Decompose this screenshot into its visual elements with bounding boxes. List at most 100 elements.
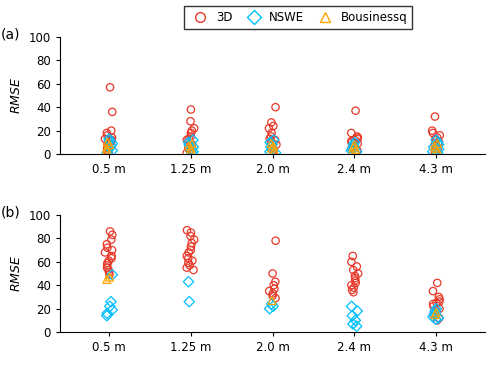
Point bbox=[353, 263, 361, 269]
Point bbox=[352, 280, 360, 286]
Point bbox=[430, 143, 438, 149]
Point bbox=[107, 143, 115, 149]
Point bbox=[186, 148, 194, 154]
Point bbox=[432, 316, 440, 322]
Point bbox=[352, 108, 360, 114]
Point bbox=[348, 138, 356, 144]
Point bbox=[354, 270, 362, 276]
Point bbox=[350, 142, 358, 148]
Point bbox=[434, 141, 442, 146]
Point bbox=[432, 137, 440, 143]
Point bbox=[272, 104, 280, 110]
Point bbox=[186, 118, 194, 124]
Point bbox=[436, 132, 444, 138]
Point bbox=[267, 134, 275, 139]
Point bbox=[430, 311, 438, 317]
Point bbox=[108, 128, 116, 134]
Point bbox=[267, 141, 275, 146]
Point bbox=[269, 145, 277, 151]
Point bbox=[108, 137, 116, 143]
Point bbox=[108, 135, 116, 141]
Point bbox=[104, 132, 112, 138]
Point bbox=[104, 260, 112, 266]
Point bbox=[348, 313, 356, 319]
Text: (a): (a) bbox=[0, 28, 20, 42]
Point bbox=[348, 145, 356, 151]
Point bbox=[104, 150, 112, 156]
Point bbox=[108, 272, 116, 277]
Point bbox=[431, 114, 439, 120]
Point bbox=[184, 145, 192, 151]
Point bbox=[432, 309, 440, 315]
Point bbox=[108, 141, 116, 146]
Point bbox=[350, 289, 358, 295]
Point bbox=[189, 149, 197, 155]
Point bbox=[188, 150, 196, 156]
Point bbox=[432, 300, 440, 306]
Point bbox=[348, 259, 356, 265]
Point bbox=[354, 308, 362, 314]
Point bbox=[352, 323, 360, 329]
Point bbox=[431, 311, 439, 317]
Point bbox=[430, 144, 438, 150]
Point bbox=[187, 107, 195, 113]
Point bbox=[433, 317, 441, 323]
Point bbox=[184, 279, 192, 284]
Point bbox=[103, 241, 111, 247]
Point bbox=[267, 144, 275, 150]
Point bbox=[431, 308, 439, 314]
Point bbox=[268, 301, 276, 307]
Point bbox=[190, 144, 198, 150]
Point bbox=[103, 310, 111, 316]
Point bbox=[428, 149, 436, 155]
Point bbox=[434, 142, 442, 148]
Point bbox=[270, 150, 278, 156]
Point bbox=[272, 142, 280, 148]
Point bbox=[106, 85, 114, 90]
Point bbox=[108, 109, 116, 115]
Point bbox=[272, 295, 280, 301]
Point bbox=[270, 123, 278, 129]
Point bbox=[106, 272, 114, 277]
Point bbox=[352, 317, 360, 323]
Point bbox=[348, 139, 356, 145]
Point bbox=[101, 136, 109, 142]
Point bbox=[104, 139, 112, 145]
Point bbox=[434, 139, 442, 145]
Point bbox=[354, 135, 362, 141]
Point bbox=[106, 142, 114, 148]
Point bbox=[103, 148, 111, 154]
Point bbox=[107, 299, 115, 304]
Point bbox=[272, 150, 280, 156]
Point bbox=[434, 148, 442, 154]
Point bbox=[188, 240, 196, 246]
Point bbox=[108, 232, 116, 238]
Point bbox=[268, 293, 276, 299]
Point bbox=[105, 269, 113, 275]
Point bbox=[185, 299, 193, 304]
Point bbox=[352, 150, 360, 156]
Point bbox=[348, 303, 356, 309]
Point bbox=[270, 148, 278, 154]
Point bbox=[428, 128, 436, 134]
Point bbox=[434, 280, 442, 286]
Point bbox=[271, 137, 279, 143]
Point bbox=[182, 150, 190, 156]
Point bbox=[354, 148, 362, 154]
Point bbox=[104, 142, 112, 148]
Y-axis label: $\it{RMSE}$: $\it{RMSE}$ bbox=[10, 255, 23, 292]
Point bbox=[108, 247, 116, 253]
Point bbox=[434, 146, 442, 152]
Point bbox=[351, 273, 359, 279]
Point bbox=[348, 149, 356, 155]
Point bbox=[103, 265, 111, 270]
Point bbox=[103, 148, 111, 154]
Point bbox=[434, 315, 442, 321]
Point bbox=[188, 258, 196, 263]
Point bbox=[108, 255, 116, 261]
Point bbox=[103, 150, 111, 156]
Point bbox=[190, 267, 198, 273]
Point bbox=[266, 306, 274, 312]
Point bbox=[270, 286, 278, 292]
Point bbox=[106, 138, 114, 144]
